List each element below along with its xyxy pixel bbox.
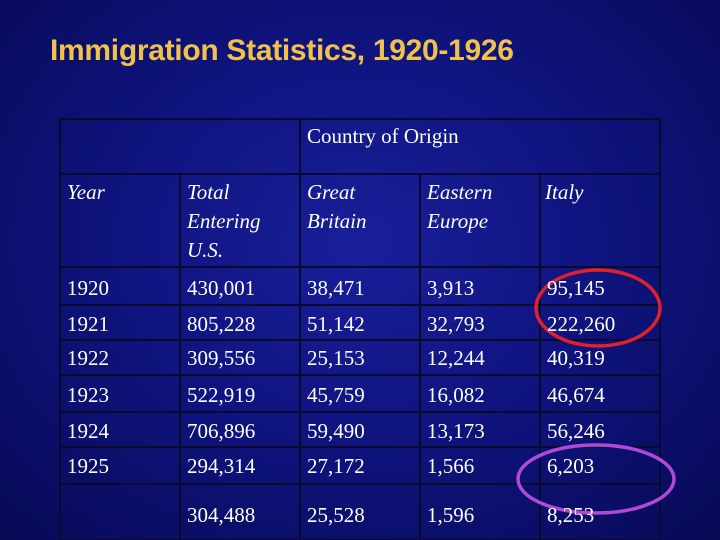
cell-total: 706,896 [187,419,256,443]
cell-eastern-europe: 16,082 [427,383,485,407]
cell-italy: 56,246 [547,419,605,443]
cell-eastern-europe: 32,793 [427,312,485,336]
purple-highlight-ellipse [516,443,676,515]
cell-year: 1922 [67,346,109,370]
cell-italy: 40,319 [547,346,605,370]
cell-eastern-europe: 12,244 [427,346,485,370]
country-of-origin-header: Country of Origin [307,124,459,148]
cell-great-britain: 38,471 [307,276,365,300]
cell-great-britain: 27,172 [307,454,365,478]
cell-total: 294,314 [187,454,256,478]
cell-total: 309,556 [187,346,256,370]
header-total-line1: Total [187,180,230,204]
header-great-britain-line2: Britain [307,209,367,233]
cell-eastern-europe: 1,566 [427,454,475,478]
cell-italy: 6,203 [547,454,595,478]
cell-year: 1921 [67,312,109,336]
cell-year: 1923 [67,383,109,407]
cell-eastern-europe: 1,596 [427,503,475,527]
cell-total: 304,488 [187,503,256,527]
cell-total: 805,228 [187,312,256,336]
cell-eastern-europe: 13,173 [427,419,485,443]
cell-italy: 46,674 [547,383,605,407]
cell-italy: 8,253 [547,503,595,527]
cell-italy: 222,260 [547,312,616,336]
cell-great-britain: 51,142 [307,312,365,336]
cell-total: 522,919 [187,383,256,407]
cell-great-britain: 25,528 [307,503,365,527]
header-total-line3: U.S. [187,238,224,262]
red-highlight-ellipse [534,268,662,348]
cell-great-britain: 25,153 [307,346,365,370]
cell-great-britain: 59,490 [307,419,365,443]
cell-italy: 95,145 [547,276,605,300]
cell-year: 1925 [67,454,109,478]
cell-great-britain: 45,759 [307,383,365,407]
header-italy: Italy [545,180,584,204]
header-great-britain-line1: Great [307,180,356,204]
page-title: Immigration Statistics, 1920-1926 [50,34,514,67]
cell-year: 1924 [67,419,109,443]
cell-eastern-europe: 3,913 [427,276,475,300]
header-year: Year [67,180,105,204]
header-total-line2: Entering [187,209,261,233]
header-eastern-europe-line1: Eastern [427,180,493,204]
cell-total: 430,001 [187,276,256,300]
header-eastern-europe-line2: Europe [427,209,489,233]
cell-year: 1920 [67,276,109,300]
